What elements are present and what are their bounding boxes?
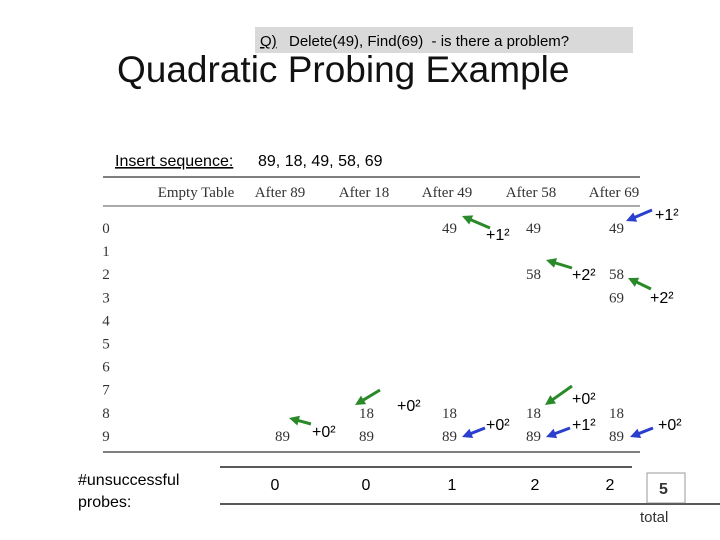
insert-label: Insert sequence:: [115, 153, 233, 170]
annotation-arrowhead: [462, 428, 474, 439]
annotation-label: +0²: [397, 398, 421, 415]
row-label: 3: [102, 290, 110, 306]
column-header: After 89: [255, 185, 305, 201]
question-box: [255, 27, 633, 53]
table-cell: 89: [275, 429, 290, 445]
table-cell: 18: [442, 406, 457, 422]
table-cell: 18: [526, 406, 541, 422]
row-label: 0: [102, 221, 110, 237]
column-header: Empty Table: [158, 185, 235, 201]
table-cell: 69: [609, 290, 624, 306]
probe-count: 0: [271, 477, 280, 494]
annotation-label: +0²: [572, 391, 596, 408]
probe-count: 1: [448, 477, 457, 494]
row-label: 9: [102, 429, 110, 445]
annotation-arrowhead: [630, 428, 642, 439]
annotation-arrowhead: [462, 215, 474, 225]
table-cell: 49: [442, 221, 457, 237]
table-cell: 18: [359, 406, 374, 422]
row-label: 7: [102, 383, 110, 399]
probe-count: 0: [362, 477, 371, 494]
annotation-label: +0²: [312, 424, 336, 441]
table-cell: 89: [609, 429, 624, 445]
annotation-label: +2²: [650, 290, 674, 307]
table-cell: 89: [526, 429, 541, 445]
row-label: 1: [102, 244, 110, 260]
table-cell: 58: [609, 267, 624, 283]
table-cell: 49: [526, 221, 541, 237]
probes-label-line: #unsuccessful: [78, 472, 179, 489]
total-label: total: [640, 509, 668, 526]
annotation-arrow: [466, 216, 491, 230]
table-cell: 58: [526, 267, 541, 283]
slide-title: Quadratic Probing Example: [117, 49, 569, 90]
column-header: After 49: [422, 185, 472, 201]
probe-count: 2: [606, 477, 615, 494]
column-header: After 18: [339, 185, 389, 201]
annotation-arrowhead: [546, 258, 558, 268]
total-value: 5: [659, 481, 668, 498]
column-header: After 58: [506, 185, 556, 201]
annotation-arrowhead: [289, 415, 300, 426]
annotation-label: +1²: [572, 417, 596, 434]
probes-label: #unsuccessful probes:: [78, 472, 179, 511]
row-label: 8: [102, 406, 110, 422]
annotation-label: +1²: [486, 227, 510, 244]
row-label: 4: [102, 313, 110, 329]
annotation-arrowhead: [626, 212, 638, 222]
annotation-label: +0²: [486, 417, 510, 434]
annotation-label: +0²: [658, 417, 682, 434]
question-text: Delete(49), Find(69) - is there a proble…: [289, 33, 569, 50]
annotation-arrow: [549, 384, 573, 403]
probes-label-line: probes:: [78, 494, 131, 511]
row-label: 5: [102, 337, 110, 353]
table-cell: 89: [359, 429, 374, 445]
table-cell: 18: [609, 406, 624, 422]
total-box: [646, 472, 686, 504]
probe-count: 2: [531, 477, 540, 494]
table-cell: 49: [609, 221, 624, 237]
row-label: 2: [102, 267, 110, 283]
annotation-label: +1²: [655, 207, 679, 224]
column-header: After 69: [589, 185, 639, 201]
annotation-arrowhead: [545, 395, 557, 405]
annotation-arrowhead: [355, 395, 367, 405]
annotation-label: +2²: [572, 267, 596, 284]
row-label: 6: [102, 360, 110, 376]
insert-sequence: 89, 18, 49, 58, 69: [258, 153, 383, 170]
annotation-arrowhead: [546, 428, 558, 439]
question-label: Q): [260, 33, 277, 50]
table-cell: 89: [442, 429, 457, 445]
annotation-arrowhead: [628, 277, 640, 287]
